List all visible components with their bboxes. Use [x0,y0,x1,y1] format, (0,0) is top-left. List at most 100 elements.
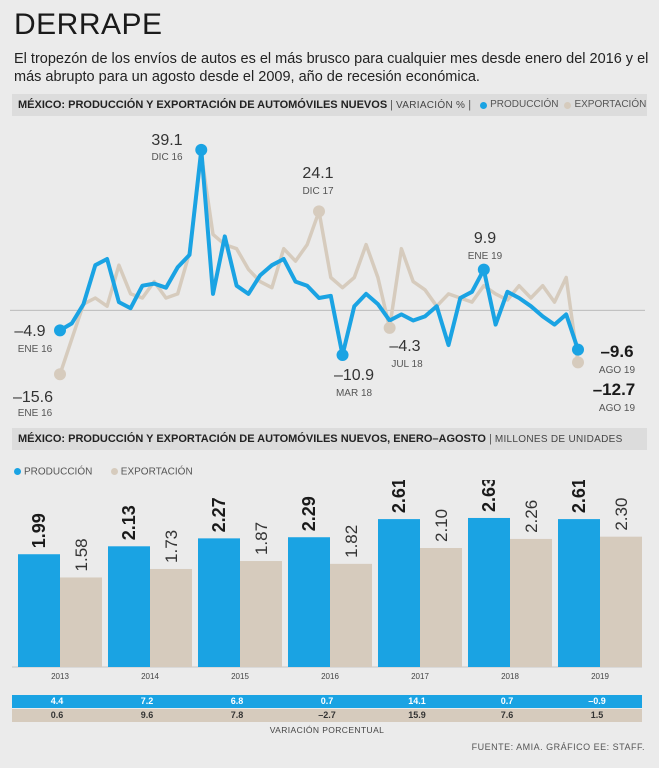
legend-production-dot [480,101,488,109]
annot-end-exp-value: –12.7 [593,380,636,399]
export-dic17-point [313,205,325,218]
production-value-label-2019: 2.61 [569,480,589,513]
page-subtitle: El tropezón de los envíos de autos es el… [14,51,649,85]
production-value-label-2015: 2.27 [209,497,229,532]
production-variation-2015: 6.8 [230,696,244,706]
production-variation-2019: –0.9 [588,696,606,706]
production-variation-2018: 0.7 [500,696,514,706]
line-chart-unit: VARIACIÓN % [396,100,466,111]
export-start-point [54,368,66,381]
year-tick-2018: 2018 [501,672,519,681]
annot-end-prod-value: –9.6 [600,342,633,361]
bar-legend-export-label: EXPORTACIÓN [120,466,193,478]
annot-jul18-date: JUL 18 [391,359,423,370]
production-value-label-2016: 2.29 [299,496,319,531]
export-value-label-2015: 1.87 [252,522,271,555]
export-value-label-2013: 1.58 [72,538,91,571]
production-mar18-point [336,348,349,361]
annot-dic17-date: DIC 17 [302,186,334,197]
production-bar-2018 [468,517,510,667]
annot-start-prod-value: –4.9 [14,323,45,340]
annot-ene19-date: ENE 19 [468,251,503,262]
export-jul18-point [383,321,396,334]
year-tick-2015: 2015 [231,672,249,681]
year-tick-2014: 2014 [141,672,159,681]
annot-peak-date: DIC 16 [151,152,183,163]
bar-chart-title: MÉXICO: PRODUCCIÓN Y EXPORTACIÓN DE AUTO… [18,433,486,445]
production-ene19-point [477,263,490,276]
export-value-label-2014: 1.73 [162,530,181,563]
export-variation-2016: –2.7 [318,710,336,720]
line-chart: 39.1 DIC 16 24.1 DIC 17 9.9 ENE 19 –4.9 … [10,132,645,419]
production-bar-2015 [198,538,240,667]
variation-label: VARIACIÓN PORCENTUAL [269,725,385,735]
export-value-label-2016: 1.82 [342,525,361,558]
production-bar-2017 [378,519,420,667]
year-tick-2017: 2017 [411,672,429,681]
production-variation-2013: 4.4 [50,696,64,706]
export-variation-2018: 7.6 [500,710,514,720]
production-value-label-2014: 2.13 [119,505,139,540]
annot-end-prod-date: AGO 19 [599,365,636,376]
legend-production-label: PRODUCCIÓN [490,99,559,111]
production-variation-2016: 0.7 [320,696,334,706]
production-variation-2014: 7.2 [140,696,154,706]
export-end-point [572,356,584,369]
production-end-point [572,343,584,356]
production-bar-2013 [18,554,60,667]
export-bar-2013 [60,577,102,667]
export-bar-2017 [420,548,462,667]
variation-export-row: 0.6 9.6 7.8 –2.7 15.9 7.6 1.5 [12,709,642,722]
annot-peak-value: 39.1 [151,132,182,149]
bar-legend-production-dot [14,468,21,476]
legend-export-dot [564,101,572,109]
bar-chart-header: MÉXICO: PRODUCCIÓN Y EXPORTACIÓN DE AUTO… [12,428,647,450]
production-peak-point [195,143,208,156]
production-bar-2019 [558,519,600,667]
export-value-label-2018: 2.26 [522,500,541,533]
export-variation-2019: 1.5 [590,710,604,720]
production-value-label-2017: 2.61 [389,480,409,513]
page-title: DERRAPE [14,8,163,41]
production-value-label-2018: 2.63 [479,480,499,512]
annot-end-exp-date: AGO 19 [599,403,636,414]
variation-production-row: 4.4 7.2 6.8 0.7 14.1 0.7 –0.9 [12,695,642,708]
legend-export-label: EXPORTACIÓN [574,99,647,111]
source-note: FUENTE: AMIA. GRÁFICO EE: STAFF. [471,742,645,752]
export-bar-2019 [600,536,642,667]
line-chart-header: MÉXICO: PRODUCCIÓN Y EXPORTACIÓN DE AUTO… [12,94,647,116]
export-bar-2018 [510,538,552,667]
production-value-label-2013: 1.99 [29,513,49,548]
annot-ene19-value: 9.9 [474,230,496,247]
bar-legend-export-dot [110,468,118,476]
production-bar-2014 [108,546,150,667]
production-start-point [54,324,66,337]
export-bar-2014 [150,568,192,667]
line-chart-title: MÉXICO: PRODUCCIÓN Y EXPORTACIÓN DE AUTO… [18,99,388,111]
export-value-label-2019: 2.30 [612,498,631,531]
export-bar-2015 [240,561,282,667]
year-tick-2013: 2013 [51,672,69,681]
annot-mar18-date: MAR 18 [336,388,373,399]
annot-mar18-value: –10.9 [334,367,374,384]
export-value-label-2017: 2.10 [432,509,451,542]
export-variation-2015: 7.8 [230,710,244,720]
bar-legend: PRODUCCIÓN EXPORTACIÓN [12,463,193,481]
year-tick-2016: 2016 [321,672,339,681]
production-series-line [58,147,580,357]
annot-dic17-value: 24.1 [302,165,333,182]
year-tick-2019: 2019 [591,672,609,681]
bar-chart: 1.99 1.58 2013 2.13 1.73 2014 2.27 1.87 2015 2.29… [12,480,642,681]
annot-start-exp-date: ENE 16 [18,408,53,419]
bar-chart-unit: MILLONES DE UNIDADES [494,434,623,445]
bar-legend-production-label: PRODUCCIÓN [24,466,93,478]
production-bar-2016 [288,537,330,667]
export-variation-2014: 9.6 [140,710,154,720]
production-variation-2017: 14.1 [408,696,426,706]
annot-start-prod-date: ENE 16 [18,344,53,355]
annot-jul18-value: –4.3 [389,338,420,355]
export-variation-2017: 15.9 [408,710,426,720]
export-bar-2016 [330,563,372,667]
annot-start-exp-value: –15.6 [13,389,53,406]
export-variation-2013: 0.6 [50,710,64,720]
